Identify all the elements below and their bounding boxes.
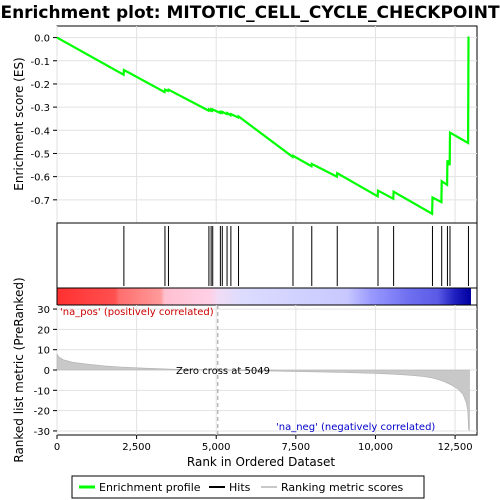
metric-ytick-label: 0 — [44, 366, 50, 377]
es-ytick-label: -0.2 — [30, 80, 50, 91]
metric-ytick-label: -30 — [34, 427, 50, 438]
hits-layer — [123, 226, 469, 286]
chart-title: Enrichment plot: MITOTIC_CELL_CYCLE_CHEC… — [0, 3, 499, 23]
es-ytick-label: -0.7 — [30, 196, 50, 207]
metric-y-label: Ranked list metric (PreRanked) — [12, 277, 26, 462]
es-y-label: Enrichment score (ES) — [12, 57, 26, 190]
es-ytick-label: -0.6 — [30, 173, 50, 184]
es-line-layer — [56, 36, 470, 216]
x-tick-label: 5,000 — [202, 442, 231, 453]
legend-box — [71, 475, 425, 499]
metric-ytick-label: -20 — [34, 407, 50, 418]
hits-panel — [56, 222, 478, 289]
metric-ytick-label: 10 — [37, 346, 50, 357]
neg-label: 'na_neg' (negatively correlated) — [276, 422, 435, 433]
x-tick-label: 12,500 — [438, 442, 473, 453]
x-axis-label: Rank in Ordered Dataset — [187, 455, 335, 469]
metric-area-layer — [56, 353, 470, 432]
enrichment-profile-line — [56, 36, 470, 216]
legend-enrichment-label: Enrichment profile — [99, 481, 201, 494]
es-ytick-label: -0.4 — [30, 126, 50, 137]
pos-label: 'na_pos' (positively correlated) — [60, 307, 214, 318]
es-y-ticks: 0.0 -0.1 -0.2 -0.3 -0.4 -0.5 -0.6 -0.7 — [30, 34, 57, 207]
legend-metric-label: Ranking metric scores — [281, 481, 403, 494]
es-panel — [56, 25, 478, 224]
ranking-metric-area — [56, 353, 470, 432]
x-tick-label: 10,000 — [358, 442, 393, 453]
x-ticks: 0 2,500 5,000 7,500 10,000 12,500 — [54, 435, 473, 453]
es-gridlines — [56, 26, 477, 223]
es-ytick-label: -0.1 — [30, 57, 50, 68]
metric-y-ticks: 30 20 10 0 -10 -20 -30 — [34, 305, 57, 438]
metric-ytick-label: 20 — [37, 325, 50, 336]
ranked-color-bar — [57, 288, 471, 305]
zero-cross-label: Zero cross at 5049 — [176, 366, 270, 377]
x-tick-label: 0 — [54, 442, 60, 453]
es-ytick-label: 0.0 — [34, 34, 50, 45]
x-tick-label: 2,500 — [122, 442, 151, 453]
legend-hits-label: Hits — [229, 481, 251, 494]
es-ytick-label: -0.3 — [30, 103, 50, 114]
x-tick-label: 7,500 — [282, 442, 311, 453]
metric-ytick-label: 30 — [37, 305, 50, 316]
metric-ytick-label: -10 — [34, 386, 50, 397]
es-ytick-label: -0.5 — [30, 149, 50, 160]
